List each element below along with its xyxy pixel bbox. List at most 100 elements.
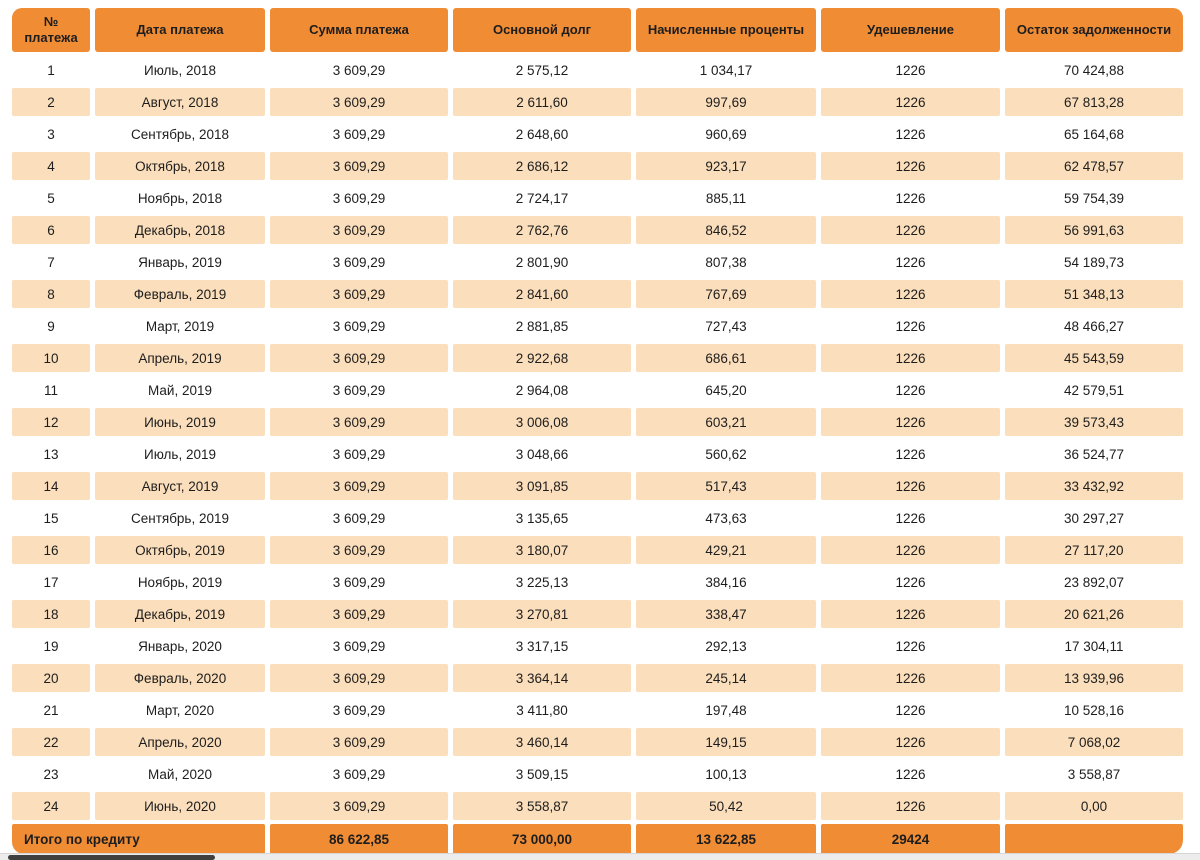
table-row: 22 Апрель, 2020 3 609,29 3 460,14 149,15 1226… [12,728,1183,756]
header-row: № платежа Дата платежа Сумма платежа Основн… [12,8,1183,52]
cell-payment-date: Ноябрь, 2018 [137,190,223,206]
cell-discount: 1226 [895,318,926,334]
table-row: 9 Март, 2019 3 609,29 2 881,85 727,43 1226 48 … [12,312,1183,340]
cell-accrued-interest: 727,43 [705,318,747,334]
cell-principal: 3 558,87 [453,792,631,820]
cell-discount: 1226 [895,126,926,142]
cell-discount: 1226 [895,638,926,654]
cell-principal: 3 048,66 [515,446,569,462]
table-row: 4 Октябрь, 2018 3 609,29 2 686,12 923,17 1226… [12,152,1183,180]
cell-discount: 1226 [895,702,926,718]
cell-remaining-balance: 36 524,77 [1063,446,1125,462]
cell-accrued-interest: 923,17 [636,152,816,180]
totals-row: Итого по кредиту 86 622,85 73 000,00 13 622… [12,824,1183,854]
cell-discount: 1226 [895,254,926,270]
column-header-remaining-balance: Остаток задолженности [1005,8,1183,52]
column-header-principal: Основной долг [453,8,631,52]
cell-discount: 1226 [895,190,926,206]
cell-discount: 1226 [821,408,1000,436]
cell-principal: 2 841,60 [453,280,631,308]
cell-payment-date: Июль, 2019 [144,446,216,462]
cell-payment-number: 7 [47,254,55,270]
cell-remaining-balance: 70 424,88 [1063,62,1125,78]
cell-remaining-balance: 20 621,26 [1005,600,1183,628]
cell-payment-date: Февраль, 2020 [95,664,265,692]
cell-payment-date: Май, 2019 [148,382,212,398]
cell-payment-amount: 3 609,29 [270,408,448,436]
table-row: 11 Май, 2019 3 609,29 2 964,08 645,20 1226 42 … [12,376,1183,404]
footer-total-accrued-interest: 13 622,85 [636,824,816,854]
cell-remaining-balance: 17 304,11 [1064,638,1124,654]
cell-remaining-balance: 45 543,59 [1005,344,1183,372]
table-row: 18 Декабрь, 2019 3 609,29 3 270,81 338,47 122… [12,600,1183,628]
horizontal-scrollbar-thumb[interactable] [8,855,215,860]
cell-discount: 1226 [895,446,926,462]
cell-principal: 3 509,15 [515,766,569,782]
table-row: 8 Февраль, 2019 3 609,29 2 841,60 767,69 1226… [12,280,1183,308]
cell-accrued-interest: 960,69 [705,126,747,142]
table-row: 6 Декабрь, 2018 3 609,29 2 762,76 846,52 1226… [12,216,1183,244]
cell-payment-number: 10 [12,344,90,372]
cell-payment-amount: 3 609,29 [332,510,386,526]
cell-payment-amount: 3 609,29 [332,702,386,718]
cell-accrued-interest: 517,43 [636,472,816,500]
cell-payment-date: Октябрь, 2019 [95,536,265,564]
cell-payment-date: Март, 2019 [145,318,215,334]
cell-payment-date: Сентябрь, 2019 [130,510,229,526]
cell-payment-amount: 3 609,29 [270,216,448,244]
cell-remaining-balance: 7 068,02 [1005,728,1183,756]
table-header: № платежа Дата платежа Сумма платежа Основн… [12,8,1183,52]
table-row: 5 Ноябрь, 2018 3 609,29 2 724,17 885,11 1226 5… [12,184,1183,212]
column-header-payment-number: № платежа [12,8,90,52]
cell-payment-date: Декабрь, 2018 [95,216,265,244]
cell-accrued-interest: 473,63 [705,510,747,526]
cell-payment-amount: 3 609,29 [332,62,386,78]
cell-accrued-interest: 885,11 [705,190,747,206]
table-row: 24 Июнь, 2020 3 609,29 3 558,87 50,42 1226 0,0… [12,792,1183,820]
cell-remaining-balance: 48 466,27 [1063,318,1125,334]
cell-principal: 2 881,85 [515,318,569,334]
cell-payment-date: Июнь, 2019 [95,408,265,436]
cell-payment-amount: 3 609,29 [270,664,448,692]
cell-accrued-interest: 338,47 [636,600,816,628]
table-row: 20 Февраль, 2020 3 609,29 3 364,14 245,14 122… [12,664,1183,692]
cell-payment-amount: 3 609,29 [270,792,448,820]
cell-accrued-interest: 1 034,17 [699,62,753,78]
cell-accrued-interest: 846,52 [636,216,816,244]
cell-payment-amount: 3 609,29 [332,126,386,142]
cell-payment-date: Сентябрь, 2018 [130,126,229,142]
cell-remaining-balance: 51 348,13 [1005,280,1183,308]
cell-payment-date: Июнь, 2020 [95,792,265,820]
cell-accrued-interest: 100,13 [705,766,747,782]
horizontal-scrollbar-track[interactable] [0,853,1200,860]
table-row: 15 Сентябрь, 2019 3 609,29 3 135,65 473,63 12… [12,504,1183,532]
column-header-accrued-interest: Начисленные проценты [636,8,816,52]
cell-accrued-interest: 645,20 [705,382,747,398]
cell-payment-number: 3 [47,126,55,142]
cell-payment-amount: 3 609,29 [270,88,448,116]
cell-principal: 2 762,76 [453,216,631,244]
cell-payment-number: 22 [12,728,90,756]
table-row: 21 Март, 2020 3 609,29 3 411,80 197,48 1226 10… [12,696,1183,724]
cell-payment-number: 2 [12,88,90,116]
cell-remaining-balance: 10 528,16 [1063,702,1125,718]
column-header-payment-date: Дата платежа [95,8,265,52]
cell-accrued-interest: 603,21 [636,408,816,436]
cell-payment-date: Январь, 2020 [138,638,222,654]
cell-discount: 1226 [821,792,1000,820]
cell-accrued-interest: 197,48 [705,702,747,718]
cell-principal: 2 724,17 [515,190,569,206]
table-row: 14 Август, 2019 3 609,29 3 091,85 517,43 1226… [12,472,1183,500]
table-row: 10 Апрель, 2019 3 609,29 2 922,68 686,61 1226… [12,344,1183,372]
table-row: 23 Май, 2020 3 609,29 3 509,15 100,13 1226 3 5… [12,760,1183,788]
cell-accrued-interest: 384,16 [705,574,747,590]
cell-payment-amount: 3 609,29 [270,280,448,308]
cell-payment-amount: 3 609,29 [332,446,386,462]
cell-payment-number: 20 [12,664,90,692]
cell-payment-number: 18 [12,600,90,628]
cell-accrued-interest: 767,69 [636,280,816,308]
cell-discount: 1226 [821,664,1000,692]
cell-principal: 2 964,08 [515,382,569,398]
cell-payment-number: 13 [43,446,59,462]
cell-accrued-interest: 50,42 [636,792,816,820]
